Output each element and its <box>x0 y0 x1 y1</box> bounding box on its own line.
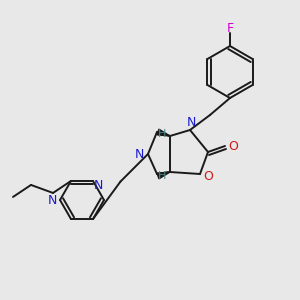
Text: N: N <box>93 179 103 192</box>
Text: N: N <box>134 148 144 160</box>
Text: F: F <box>226 22 234 35</box>
Text: H: H <box>158 129 166 139</box>
Text: N: N <box>47 194 57 206</box>
Text: H: H <box>158 171 166 181</box>
Text: N: N <box>186 116 196 130</box>
Text: O: O <box>203 169 213 182</box>
Polygon shape <box>157 172 170 179</box>
Text: O: O <box>228 140 238 152</box>
Polygon shape <box>157 129 170 136</box>
